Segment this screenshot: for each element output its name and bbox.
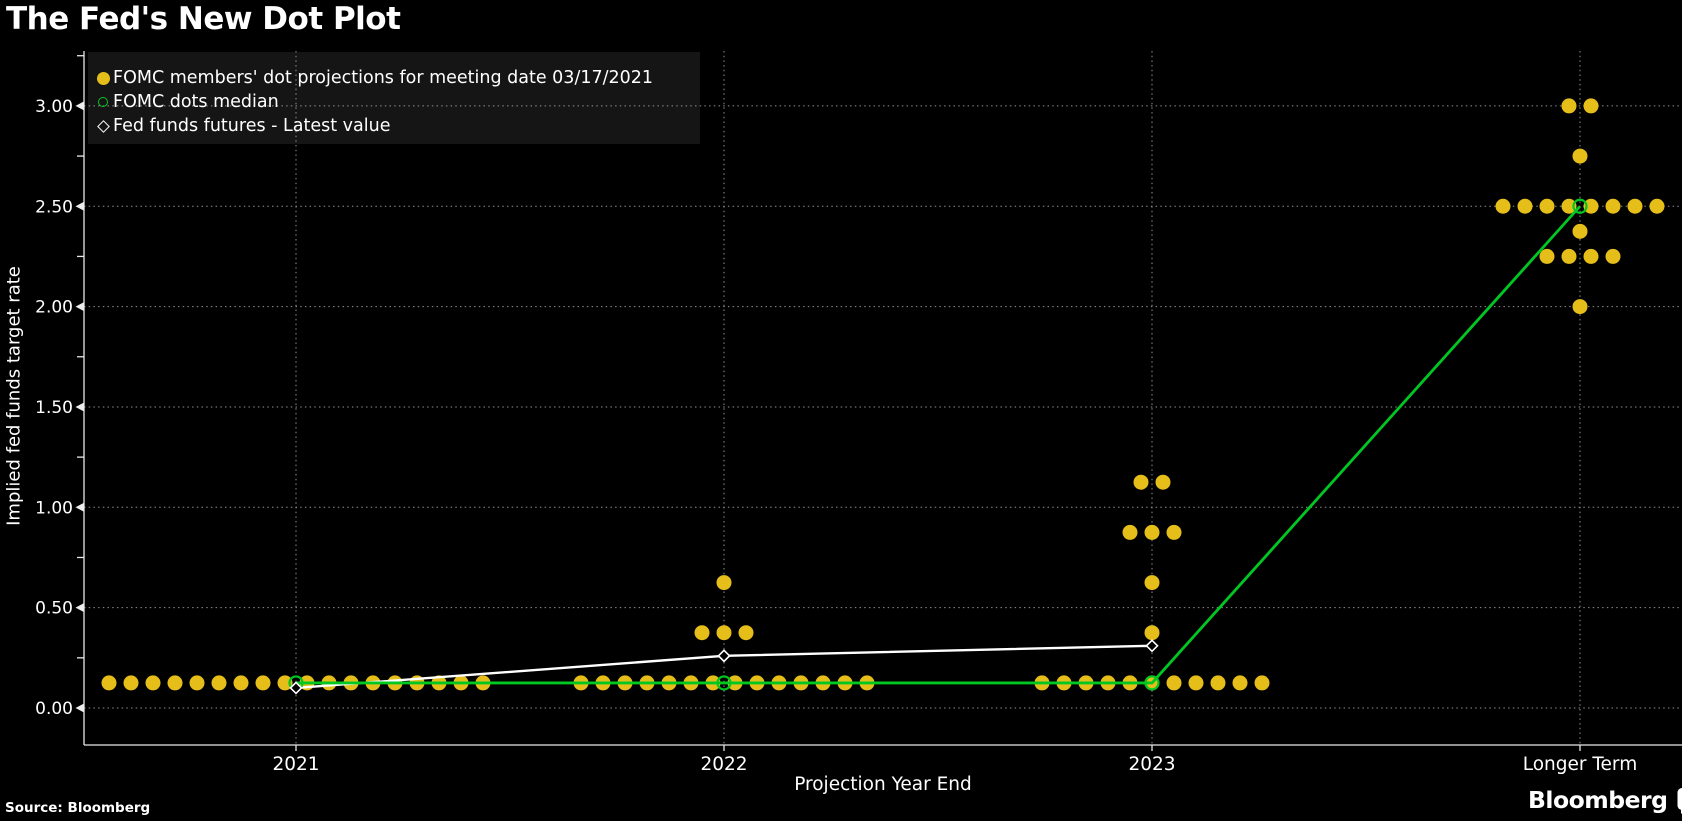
fomc-dot	[233, 675, 249, 691]
median-marker	[1572, 198, 1588, 214]
fomc-dot	[1122, 524, 1138, 540]
fomc-dot	[1561, 98, 1577, 114]
bloomberg-logo: Bloomberg	[1528, 786, 1682, 814]
y-tick-label: 0.00	[35, 699, 73, 719]
fomc-dot	[1583, 98, 1599, 114]
y-tick-arrow	[75, 201, 84, 211]
fomc-dot	[1144, 625, 1160, 641]
fomc-dot	[716, 625, 732, 641]
legend-item-median: FOMC dots median	[95, 90, 653, 114]
fomc-dot	[1144, 575, 1160, 591]
legend-item-futures: Fed funds futures - Latest value	[95, 114, 653, 138]
bloomberg-terminal-icon	[1677, 787, 1682, 814]
fomc-dot	[1539, 248, 1555, 264]
fomc-dot	[1572, 148, 1588, 164]
y-tick-label: 2.50	[35, 197, 73, 217]
fomc-dot	[1539, 198, 1555, 214]
y-tick-label: 1.00	[35, 498, 73, 518]
fomc-dot	[255, 675, 271, 691]
y-tick-label: 1.50	[35, 398, 73, 418]
fomc-dot	[716, 575, 732, 591]
fomc-dot	[145, 675, 161, 691]
x-tick-label: 2021	[272, 754, 319, 775]
y-tick-label: 3.00	[35, 97, 73, 117]
y-tick-arrow	[75, 703, 84, 713]
y-tick-label: 0.50	[35, 599, 73, 619]
yellow-dot-marker-icon	[96, 71, 110, 85]
fomc-dot	[1133, 474, 1149, 490]
y-tick-arrow	[75, 603, 84, 613]
fomc-dot	[1144, 524, 1160, 540]
chart-title: The Fed's New Dot Plot	[6, 1, 401, 37]
fomc-dot	[1155, 474, 1171, 490]
x-tick-label: Longer Term	[1523, 754, 1637, 775]
y-axis-title: Implied fed funds target rate	[3, 266, 25, 526]
median-marker	[716, 675, 732, 691]
fomc-dot	[1495, 198, 1511, 214]
futures-marker	[717, 649, 731, 663]
fomc-dot	[1649, 198, 1665, 214]
fomc-dot	[1188, 675, 1204, 691]
fomc-dot	[1517, 198, 1533, 214]
fomc-dot	[1605, 248, 1621, 264]
fomc-dot	[101, 675, 117, 691]
y-tick-arrow	[75, 402, 84, 412]
y-tick-label: 2.00	[35, 298, 73, 318]
y-tick-arrow	[75, 101, 84, 111]
fomc-dot	[1166, 675, 1182, 691]
fomc-dot	[277, 675, 293, 691]
bloomberg-wordmark: Bloomberg	[1528, 786, 1668, 814]
legend-label-fomc-dots: FOMC members' dot projections for meetin…	[113, 68, 654, 88]
fomc-dot	[738, 625, 754, 641]
futures-marker	[289, 681, 303, 695]
legend-label-futures: Fed funds futures - Latest value	[113, 116, 391, 136]
legend-item-fomc-dots: FOMC members' dot projections for meetin…	[95, 66, 653, 90]
chart-legend: FOMC members' dot projections for meetin…	[95, 66, 653, 138]
median-marker	[1144, 675, 1160, 691]
x-axis-title: Projection Year End	[794, 774, 972, 795]
y-tick-arrow	[75, 502, 84, 512]
legend-label-median: FOMC dots median	[113, 92, 279, 112]
fomc-dot	[1561, 248, 1577, 264]
fomc-dot	[1561, 198, 1577, 214]
fomc-dot	[189, 675, 205, 691]
fomc-dot	[211, 675, 227, 691]
x-tick-label: 2022	[700, 754, 747, 775]
fomc-dot	[167, 675, 183, 691]
fomc-dot	[1583, 248, 1599, 264]
fomc-dot	[1605, 198, 1621, 214]
fomc-dot	[1210, 675, 1226, 691]
fomc-dot	[1572, 299, 1588, 315]
legend-background	[88, 52, 700, 144]
fomc-dot	[123, 675, 139, 691]
fomc-dot	[1583, 198, 1599, 214]
y-tick-arrow	[75, 302, 84, 312]
fomc-dot	[1166, 524, 1182, 540]
median-line	[296, 205, 1582, 685]
source-attribution: Source: Bloomberg	[5, 800, 151, 816]
fomc-dot	[694, 625, 710, 641]
white-diamond-marker-icon	[96, 119, 110, 133]
fomc-dot	[1232, 675, 1248, 691]
futures-marker	[1145, 639, 1159, 653]
fomc-dot	[1627, 198, 1643, 214]
fomc-dot	[1254, 675, 1270, 691]
fomc-dot	[1572, 223, 1588, 239]
x-tick-label: 2023	[1128, 754, 1175, 775]
green-open-circle-marker-icon	[98, 97, 108, 107]
